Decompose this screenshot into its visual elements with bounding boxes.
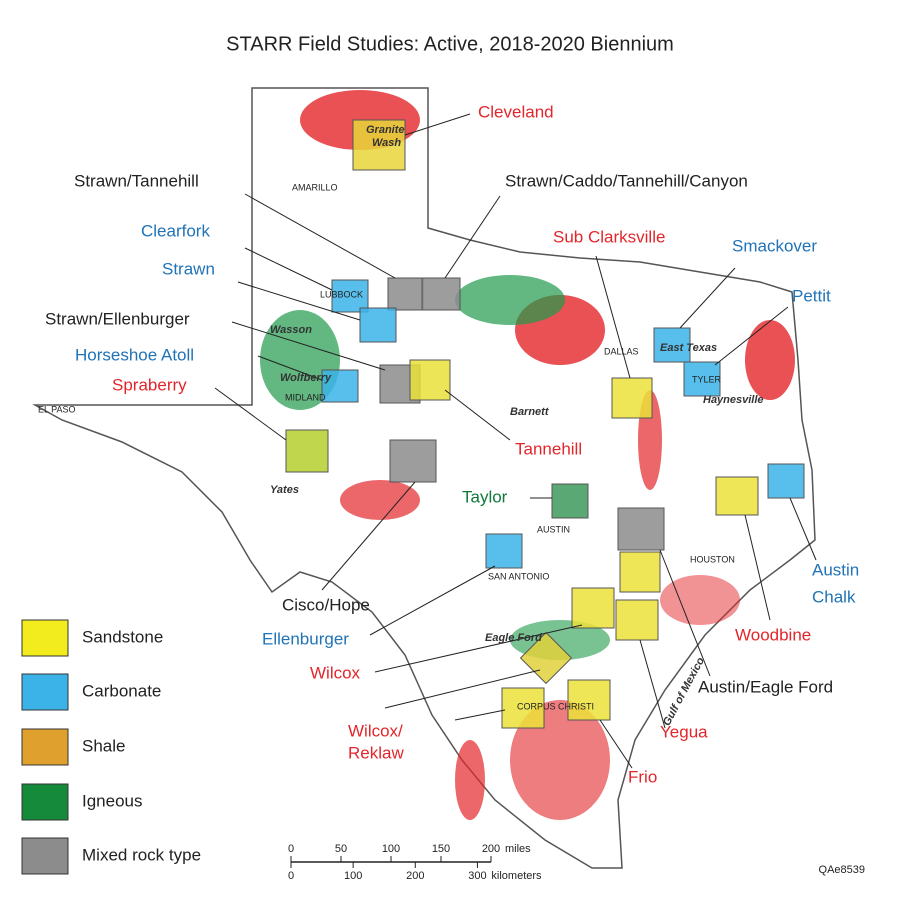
place-label: Barnett — [510, 406, 550, 418]
scale-tick-label: 150 — [432, 843, 450, 855]
leader-lines — [214, 113, 817, 769]
scale-unit: miles — [505, 843, 531, 855]
place-label: AMARILLO — [292, 182, 338, 192]
legend-label: Carbonate — [82, 681, 161, 700]
scale-bar: 0 50 100 150 200 miles 0 100 200 300 kilometers — [288, 843, 542, 882]
study-label: Pettit — [792, 286, 831, 305]
place-label: Yates — [270, 484, 299, 496]
legend-label: Sandstone — [82, 627, 163, 646]
study-label: Cisco/Hope — [282, 595, 370, 614]
scale-tick-label: 50 — [335, 843, 347, 855]
study-label: Yegua — [660, 722, 708, 741]
place-label: EL PASO — [38, 404, 76, 414]
study-label: Clearfork — [141, 221, 210, 240]
study-label: Strawn — [162, 259, 215, 278]
place-label: TYLER — [692, 374, 722, 384]
study-label: Frio — [628, 767, 657, 786]
place-label: LUBBOCK — [320, 289, 363, 299]
place-label: Wasson — [270, 324, 312, 336]
place-label: DALLAS — [604, 346, 639, 356]
study-label: Strawn/Caddo/Tannehill/Canyon — [505, 171, 748, 190]
scale-tick-label: 200 — [406, 870, 424, 882]
place-label: Granite — [366, 124, 405, 136]
place-label: CORPUS CHRISTI — [517, 701, 594, 711]
scale-tick-label: 100 — [382, 843, 400, 855]
place-label: MIDLAND — [285, 392, 326, 402]
study-label: Strawn/Tannehill — [74, 171, 199, 190]
place-label: Eagle Ford — [485, 632, 542, 644]
place-label: AUSTIN — [537, 524, 570, 534]
study-label: Ellenburger — [262, 629, 349, 648]
study-label: Austin/Eagle Ford — [698, 677, 833, 696]
study-label: Reklaw — [348, 743, 404, 762]
legend-label: Igneous — [82, 791, 143, 810]
study-label: Strawn/Ellenburger — [45, 309, 190, 328]
place-label: SAN ANTONIO — [488, 571, 549, 581]
place-label: Wash — [372, 137, 401, 149]
study-label: Woodbine — [735, 625, 811, 644]
scale-tick-label: 0 — [288, 870, 294, 882]
study-label: Austin — [812, 560, 859, 579]
study-label: Chalk — [812, 587, 856, 606]
figure-code: QAe8539 — [819, 864, 865, 876]
legend-label: Mixed rock type — [82, 845, 201, 864]
study-label: Wilcox/ — [348, 721, 403, 740]
study-labels: Cleveland Strawn/Tannehill Strawn/Caddo/… — [45, 102, 859, 786]
place-label: East Texas — [660, 342, 717, 354]
study-label: Horseshoe Atoll — [75, 345, 194, 364]
study-label: Spraberry — [112, 375, 187, 394]
place-label: Haynesville — [703, 394, 764, 406]
place-label: Wolfberry — [280, 372, 332, 384]
scale-tick-label: 300 — [468, 870, 486, 882]
study-label: Tannehill — [515, 439, 582, 458]
legend-label: Shale — [82, 736, 125, 755]
place-label: HOUSTON — [690, 554, 735, 564]
scale-tick-label: 0 — [288, 843, 294, 855]
study-label: Taylor — [462, 487, 508, 506]
study-label: Cleveland — [478, 102, 554, 121]
scale-tick-label: 100 — [344, 870, 362, 882]
scale-unit: kilometers — [491, 870, 542, 882]
study-areas — [285, 119, 805, 729]
legend: Sandstone Carbonate Shale Igneous Mixed … — [21, 619, 201, 875]
study-label: Sub Clarksville — [553, 227, 665, 246]
title: STARR Field Studies: Active, 2018-2020 B… — [226, 33, 674, 55]
study-label: Smackover — [732, 236, 817, 255]
scale-tick-label: 200 — [482, 843, 500, 855]
study-label: Wilcox — [310, 663, 361, 682]
